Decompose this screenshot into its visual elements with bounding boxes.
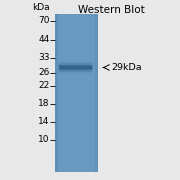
Text: 33: 33 (38, 53, 50, 62)
FancyBboxPatch shape (59, 65, 92, 70)
Text: 10: 10 (38, 135, 50, 144)
FancyBboxPatch shape (59, 61, 92, 66)
Text: 70: 70 (38, 16, 50, 25)
Text: 18: 18 (38, 99, 50, 108)
FancyBboxPatch shape (59, 69, 92, 74)
FancyBboxPatch shape (59, 63, 92, 68)
Text: kDa: kDa (32, 3, 50, 12)
Bar (55, 14, 98, 172)
Text: Western Blot: Western Blot (78, 5, 145, 15)
Bar (55, 14, 58, 172)
FancyBboxPatch shape (59, 68, 92, 72)
Text: 14: 14 (38, 117, 50, 126)
Text: 44: 44 (38, 35, 50, 44)
Text: 26: 26 (38, 68, 50, 77)
Bar (95, 14, 98, 172)
Text: 22: 22 (38, 81, 50, 90)
Text: 29kDa: 29kDa (112, 63, 142, 72)
